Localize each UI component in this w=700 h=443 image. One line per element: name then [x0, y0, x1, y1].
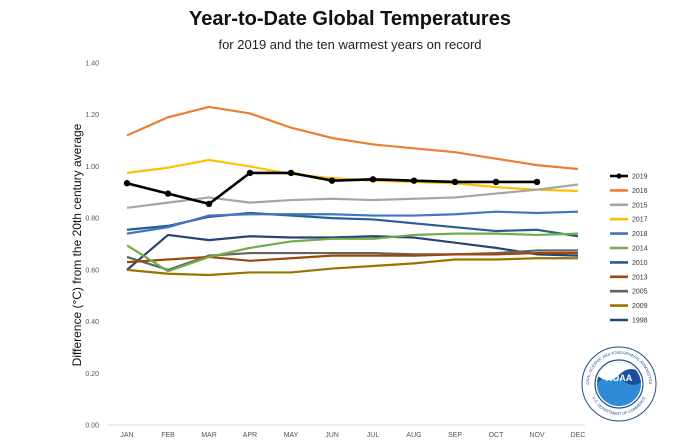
series-line-2015 — [126, 183, 579, 209]
x-tick-label: FEB — [161, 432, 175, 439]
series-line-2013 — [126, 251, 578, 264]
noaa-logo-text: NOAA — [606, 373, 633, 383]
legend-entry-2017: 2017 — [610, 217, 648, 224]
legend-label: 2018 — [632, 231, 648, 238]
x-tick-label: JUN — [325, 432, 339, 439]
y-tick-label: 0.00 — [85, 423, 99, 430]
legend-entry-2014: 2014 — [610, 246, 648, 253]
legend-marker — [616, 173, 622, 179]
legend-label: 2009 — [632, 303, 648, 310]
legend-entry-2015: 2015 — [610, 202, 648, 209]
x-tick-label: NOV — [529, 432, 545, 439]
data-point-2019 — [205, 200, 213, 208]
legend-label: 2017 — [632, 217, 648, 224]
legend-label: 2005 — [632, 289, 648, 296]
y-tick-label: 0.60 — [85, 267, 99, 274]
y-tick-label: 0.40 — [85, 319, 99, 326]
x-tick-label: AUG — [406, 432, 421, 439]
legend-entry-2005: 2005 — [610, 289, 648, 296]
data-point-2019 — [328, 177, 336, 184]
data-point-2019 — [164, 190, 172, 197]
data-point-2019 — [451, 178, 459, 186]
y-tick-label: 1.20 — [85, 112, 99, 119]
series-line-2009 — [126, 257, 578, 277]
chart-title: Year-to-Date Global Temperatures — [189, 8, 511, 30]
data-point-2019 — [369, 176, 377, 183]
series-1998 — [126, 233, 579, 271]
series-line-2017 — [126, 158, 579, 193]
data-point-2019 — [533, 178, 541, 186]
series-2009 — [126, 257, 578, 277]
series-2015 — [126, 183, 579, 209]
chart-axes: 0.00 0.20 0.40 0.60 0.80 1.00 1.20 1.40 JAN FEB MA… — [85, 61, 585, 440]
y-tick-label: 1.00 — [85, 164, 99, 171]
x-tick-label: APR — [243, 432, 257, 439]
x-tick-label: MAY — [284, 432, 299, 439]
x-tick-label: JAN — [120, 432, 133, 439]
chart-series — [123, 105, 579, 277]
legend-entry-2013: 2013 — [610, 274, 648, 281]
legend-label: 2016 — [632, 188, 648, 195]
series-line-2014 — [126, 232, 579, 273]
legend-label: 2014 — [632, 246, 648, 253]
series-line-2010 — [126, 211, 579, 238]
series-2017 — [126, 158, 579, 193]
series-2010 — [126, 211, 579, 238]
series-2014 — [126, 232, 579, 273]
data-point-2019 — [246, 169, 254, 177]
y-tick-label: 0.20 — [85, 371, 99, 378]
legend-entry-1998: 1998 — [610, 318, 648, 325]
x-tick-label: SEP — [448, 432, 462, 439]
legend-entry-2009: 2009 — [610, 303, 648, 310]
noaa-logo: NOAA NATIONAL OCEANIC AND ATMOSPHERIC AD… — [580, 345, 657, 422]
series-line-1998 — [126, 233, 579, 271]
legend-label: 2010 — [632, 260, 648, 267]
legend-entry-2019: 2019 — [610, 173, 648, 181]
data-point-2019 — [410, 177, 418, 184]
series-line-2018 — [126, 210, 579, 235]
legend-label: 2015 — [632, 202, 648, 209]
legend-label: 1998 — [632, 318, 648, 325]
legend-entry-2010: 2010 — [610, 260, 648, 267]
x-tick-label: MAR — [201, 432, 217, 439]
series-line-2016 — [126, 105, 579, 171]
y-tick-label: 1.40 — [85, 61, 99, 68]
data-point-2019 — [287, 169, 295, 177]
y-axis-label: Difference (°C) from the 20th century av… — [70, 123, 84, 366]
x-tick-label: DEC — [571, 432, 586, 439]
data-point-2019 — [123, 180, 131, 187]
data-point-2019 — [492, 178, 500, 186]
series-2018 — [126, 210, 579, 235]
y-tick-label: 0.80 — [85, 216, 99, 223]
legend-entry-2016: 2016 — [610, 188, 648, 195]
legend-label: 2019 — [632, 174, 648, 181]
series-2019 — [123, 169, 541, 208]
x-tick-label: JUL — [367, 432, 380, 439]
x-tick-label: OCT — [489, 432, 505, 439]
chart-legend: 2019 2016 2015 2017 2018 2014 2010 2013 2005 2009… — [610, 173, 648, 325]
legend-label: 2013 — [632, 274, 648, 281]
legend-entry-2018: 2018 — [610, 231, 648, 238]
series-2013 — [126, 251, 578, 264]
chart-subtitle: for 2019 and the ten warmest years on re… — [218, 37, 482, 52]
series-2016 — [126, 105, 579, 171]
